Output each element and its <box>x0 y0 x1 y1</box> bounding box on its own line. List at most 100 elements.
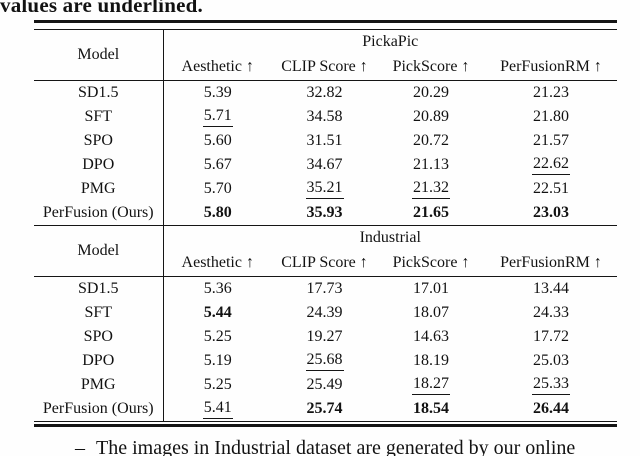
metric-value-cell: 5.70 <box>163 177 272 201</box>
column-header-pickscore: PickScore ↑ <box>377 53 485 81</box>
footnote: – The images in Industrial dataset are g… <box>75 435 575 456</box>
model-name-cell: SD1.5 <box>34 80 164 105</box>
metric-value: 5.44 <box>203 304 232 321</box>
metric-value: 21.13 <box>413 156 449 173</box>
metric-value: 31.51 <box>306 132 343 149</box>
metric-value: 5.39 <box>203 84 232 101</box>
table-row-sd15: SD1.5 5.39 32.82 20.29 21.23 <box>34 80 617 106</box>
column-header-pickscore: PickScore ↑ <box>377 249 485 277</box>
column-header-perfusionrm: PerFusionRM ↑ <box>485 53 617 81</box>
model-name-cell: SFT <box>34 301 164 325</box>
metric-value-cell: 17.72 <box>485 325 617 349</box>
metric-value: 19.27 <box>306 328 343 345</box>
table-row-perfusion: PerFusion (Ours) 5.80 35.93 21.65 23.03 <box>34 201 617 226</box>
metric-value: 21.80 <box>533 108 569 125</box>
metric-value-cell: 17.73 <box>272 277 377 302</box>
metric-value: 23.03 <box>533 204 569 221</box>
table-row-dpo: DPO 5.67 34.67 21.13 22.62 <box>34 153 617 177</box>
metric-value-cell: 20.89 <box>377 105 485 129</box>
metric-value: 21.32 <box>412 179 450 199</box>
metric-value-cell: 31.51 <box>272 129 377 153</box>
metric-value-cell: 18.07 <box>377 301 485 325</box>
metric-value-cell: 25.03 <box>485 349 617 373</box>
metric-value-cell: 20.29 <box>377 81 485 106</box>
table-row-sft: SFT 5.44 24.39 18.07 24.33 <box>34 301 617 325</box>
metric-value: 5.67 <box>203 156 232 173</box>
metric-value-cell: 5.71 <box>163 105 272 129</box>
metric-value: 22.51 <box>533 180 569 197</box>
model-column-header: Model <box>34 225 164 277</box>
table-row-pmg: PMG 5.25 25.49 18.27 25.33 <box>34 373 617 397</box>
metric-value: 20.72 <box>413 132 449 149</box>
table-row-spo: SPO 5.60 31.51 20.72 21.57 <box>34 129 617 153</box>
metric-value: 18.19 <box>413 352 449 369</box>
metric-value-cell: 23.03 <box>485 201 617 226</box>
industrial-metric-header-row: Aesthetic ↑ CLIP Score ↑ PickScore ↑ Per… <box>34 249 617 277</box>
footnote-text: The images in Industrial dataset are gen… <box>96 437 576 456</box>
metric-value: 17.73 <box>306 280 343 297</box>
metric-value-cell: 20.72 <box>377 129 485 153</box>
metric-value-cell: 18.54 <box>377 397 485 422</box>
metric-value: 26.44 <box>533 400 569 417</box>
metric-value-cell: 5.19 <box>163 349 272 373</box>
table-row-spo: SPO 5.25 19.27 14.63 17.72 <box>34 325 617 349</box>
model-name-cell: DPO <box>34 153 164 177</box>
metric-value: 20.89 <box>413 108 449 125</box>
metric-value: 5.41 <box>202 399 233 419</box>
metric-value-cell: 19.27 <box>272 325 377 349</box>
metric-value: 21.57 <box>533 132 569 149</box>
model-name-cell: PMG <box>34 177 164 201</box>
metric-value: 17.72 <box>533 328 569 345</box>
metric-value: 22.62 <box>532 155 570 175</box>
metric-value-cell: 5.44 <box>163 301 272 325</box>
metric-value-cell: 34.58 <box>272 105 377 129</box>
table-row-perfusion: PerFusion (Ours) 5.41 25.74 18.54 26.44 <box>34 397 617 422</box>
metric-value-cell: 24.39 <box>272 301 377 325</box>
metric-value: 35.93 <box>306 204 343 221</box>
metric-value: 25.49 <box>306 376 343 393</box>
column-header-perfusionrm: PerFusionRM ↑ <box>485 249 617 277</box>
pickapic-group-header-row: Model PickaPic <box>34 29 617 81</box>
table-row-sd15: SD1.5 5.36 17.73 17.01 13.44 <box>34 276 617 302</box>
metric-value-cell: 5.25 <box>163 325 272 349</box>
column-header-clip-score: CLIP Score ↑ <box>272 53 377 81</box>
metric-value-cell: 22.51 <box>485 177 617 201</box>
metric-value: 34.67 <box>306 156 343 173</box>
metric-value-cell: 21.13 <box>377 153 485 177</box>
model-name-cell: SPO <box>34 325 164 349</box>
footnote-bullet: – <box>75 437 85 456</box>
metric-value: 13.44 <box>533 280 569 297</box>
metric-value-cell: 5.36 <box>163 277 272 302</box>
metric-value-cell: 24.33 <box>485 301 617 325</box>
results-table-frame: Model PickaPic Aesthetic ↑ CLIP Score ↑ … <box>34 20 617 427</box>
metric-value: 18.07 <box>413 304 449 321</box>
industrial-group-header-row: Model Industrial <box>34 225 617 277</box>
metric-value-cell: 5.67 <box>163 153 272 177</box>
caption-fragment: values are underlined. <box>0 0 203 17</box>
metric-value: 24.33 <box>533 304 569 321</box>
metric-value: 5.70 <box>203 180 232 197</box>
metric-value: 18.27 <box>412 375 450 395</box>
metric-value-cell: 17.01 <box>377 277 485 302</box>
metric-value-cell: 5.80 <box>163 201 272 226</box>
metric-value-cell: 21.32 <box>377 177 485 201</box>
column-header-clip-score: CLIP Score ↑ <box>272 249 377 277</box>
model-name-cell: PMG <box>34 373 164 397</box>
metric-value: 34.58 <box>306 108 343 125</box>
metric-value: 5.60 <box>203 132 232 149</box>
metric-value-cell: 35.21 <box>272 177 377 201</box>
metric-value-cell: 14.63 <box>377 325 485 349</box>
model-name-cell: PerFusion (Ours) <box>34 397 164 422</box>
model-column-header: Model <box>34 29 164 81</box>
metric-value: 5.80 <box>203 204 232 221</box>
metric-value-cell: 25.74 <box>272 397 377 422</box>
metric-value: 5.25 <box>203 376 232 393</box>
metric-value: 14.63 <box>413 328 449 345</box>
metric-value: 17.01 <box>413 280 449 297</box>
metric-value: 21.23 <box>533 84 569 101</box>
results-table: Model PickaPic Aesthetic ↑ CLIP Score ↑ … <box>34 29 617 422</box>
metric-value-cell: 22.62 <box>485 153 617 177</box>
metric-value-cell: 18.19 <box>377 349 485 373</box>
metric-value: 25.33 <box>532 375 570 395</box>
